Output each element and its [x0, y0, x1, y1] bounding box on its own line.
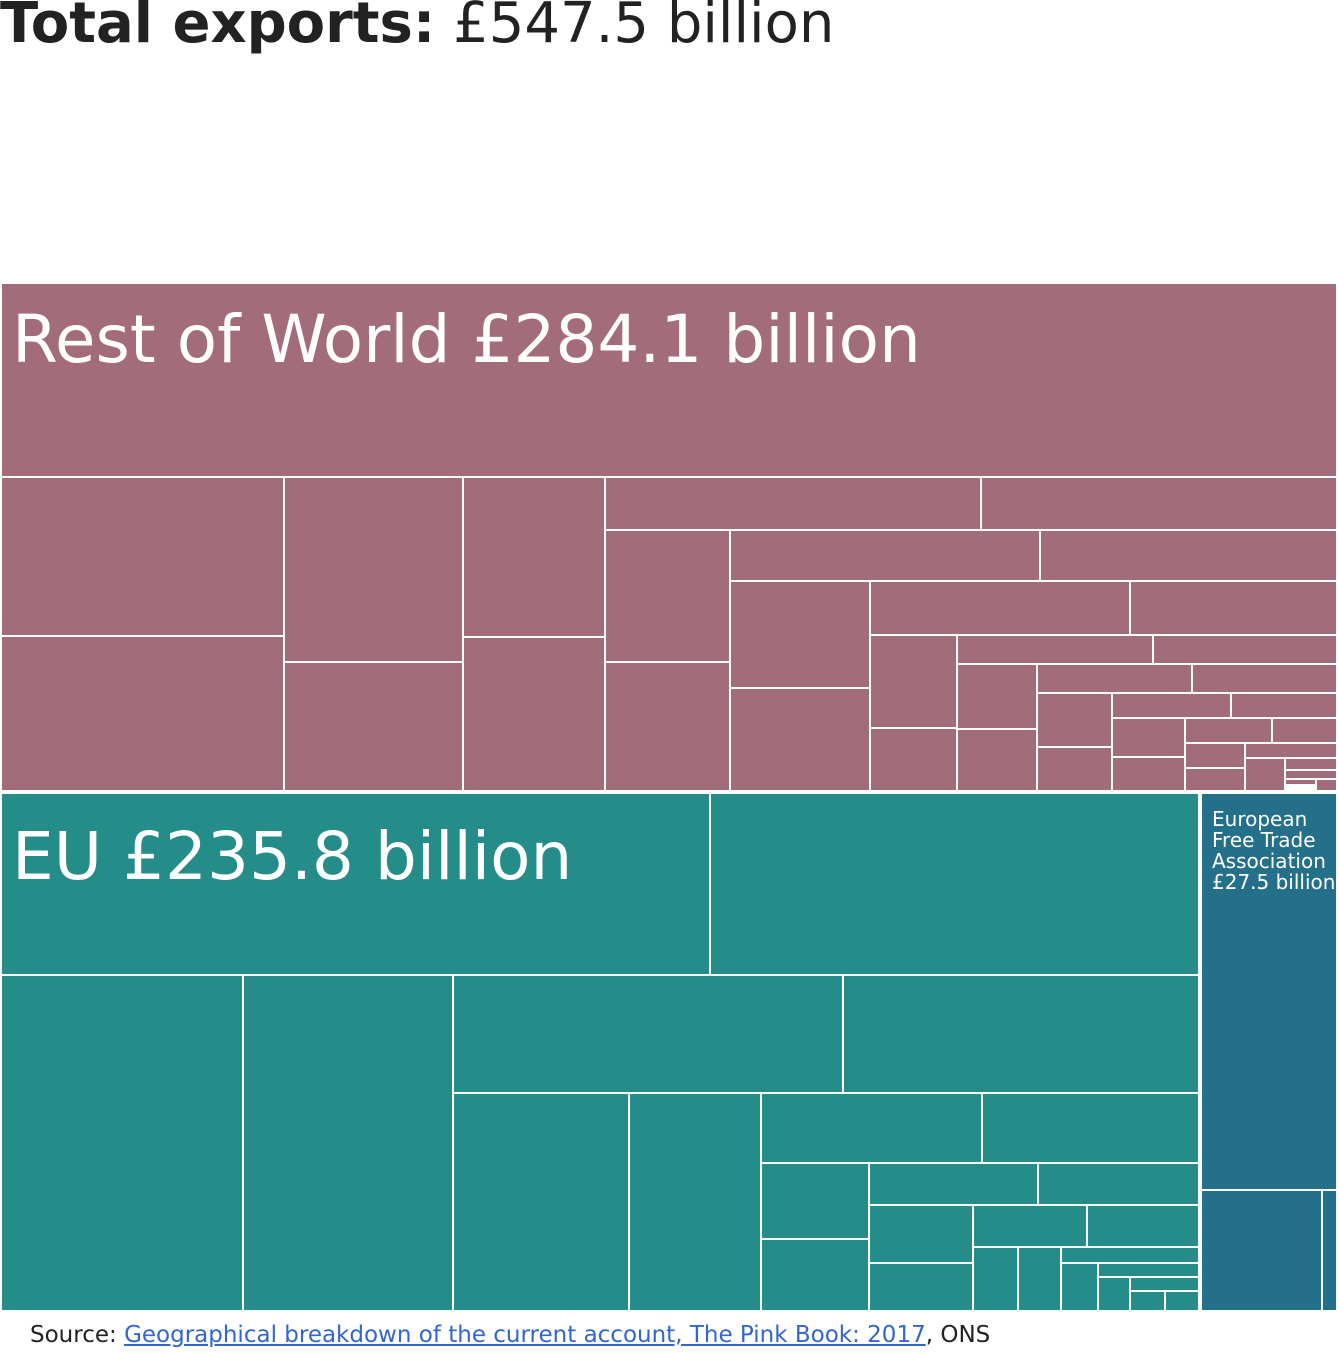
rest-of-world-cell[interactable]	[604, 476, 982, 531]
rest-of-world-cell[interactable]	[729, 687, 871, 792]
rest-of-world-cell[interactable]	[1039, 529, 1338, 582]
rest-of-world-cell[interactable]	[462, 636, 606, 792]
efta-label-line: £27.5 billion	[1212, 870, 1335, 894]
rest-of-world-cell[interactable]	[283, 476, 464, 663]
eu-label: EU £235.8 billion	[12, 818, 572, 895]
source-link[interactable]: Geographical breakdown of the current ac…	[124, 1322, 926, 1348]
rest-of-world-cell[interactable]	[1111, 692, 1232, 719]
rest-of-world-cell[interactable]	[1111, 756, 1186, 792]
rest-of-world-cell[interactable]	[1036, 692, 1113, 748]
rest-of-world-cell[interactable]	[1284, 757, 1338, 771]
eu-cell[interactable]	[1097, 1262, 1200, 1278]
eu-cell[interactable]	[452, 974, 844, 1094]
eu-cell[interactable]	[972, 1204, 1088, 1248]
eu-cell[interactable]	[242, 974, 454, 1312]
rest-of-world-cell[interactable]	[956, 634, 1154, 665]
eu-cell[interactable]	[1037, 1162, 1200, 1206]
source-prefix: Source:	[30, 1322, 125, 1348]
efta-cell[interactable]	[1200, 1189, 1323, 1312]
title-value: £547.5 billion	[453, 0, 835, 56]
rest-of-world-cell[interactable]	[729, 529, 1041, 582]
eu-cell[interactable]	[452, 1092, 630, 1312]
efta-cell[interactable]	[1321, 1189, 1338, 1312]
rest-of-world-cell[interactable]	[956, 728, 1038, 792]
rest-of-world-cell[interactable]	[1036, 663, 1193, 694]
eu-cell[interactable]	[0, 974, 244, 1312]
rest-of-world-cell[interactable]	[1184, 717, 1273, 744]
eu-cell[interactable]	[868, 1204, 974, 1264]
rest-of-world-label: Rest of World £284.1 billion	[12, 301, 921, 378]
source-suffix: , ONS	[925, 1322, 991, 1348]
rest-of-world-cell[interactable]	[1230, 692, 1338, 719]
rest-of-world-cell[interactable]	[604, 661, 731, 792]
rest-of-world-cell[interactable]	[956, 663, 1038, 730]
eu-cell[interactable]	[1129, 1290, 1166, 1312]
rest-of-world-cell[interactable]	[1129, 580, 1338, 636]
rest-of-world-cell[interactable]	[1111, 717, 1186, 758]
eu-cell[interactable]	[868, 1262, 974, 1312]
rest-of-world-cell[interactable]	[1184, 767, 1246, 792]
eu-cell[interactable]	[709, 792, 1200, 976]
rest-of-world-cell[interactable]	[0, 635, 285, 792]
rest-of-world-cell[interactable]	[869, 634, 958, 729]
eu-cell[interactable]	[1129, 1276, 1200, 1292]
rest-of-world-cell[interactable]	[462, 476, 606, 638]
rest-of-world-cell[interactable]	[1191, 663, 1338, 694]
eu-cell[interactable]	[1086, 1204, 1200, 1248]
efta-label-line: Association	[1212, 849, 1326, 873]
rest-of-world-cell[interactable]	[1271, 717, 1338, 744]
rest-of-world-cell[interactable]	[980, 476, 1338, 531]
eu-cell[interactable]	[760, 1162, 870, 1240]
rest-of-world-cell[interactable]	[1184, 742, 1246, 769]
title-label: Total exports:	[0, 0, 436, 56]
efta-label-line: Free Trade	[1212, 828, 1316, 852]
rest-of-world-cell[interactable]	[604, 529, 731, 663]
eu-cell[interactable]	[1060, 1262, 1099, 1312]
source-note: Source: Geographical breakdown of the cu…	[30, 1322, 990, 1348]
eu-cell[interactable]	[760, 1238, 870, 1312]
eu-cell[interactable]	[868, 1162, 1039, 1206]
rest-of-world-cell[interactable]	[869, 727, 958, 792]
eu-cell[interactable]	[760, 1092, 983, 1164]
eu-cell[interactable]	[1060, 1246, 1200, 1264]
rest-of-world-top-cell[interactable]	[0, 282, 1338, 478]
rest-of-world-cell[interactable]	[1315, 778, 1338, 792]
eu-cell[interactable]	[972, 1246, 1019, 1312]
chart-title: Total exports: £547.5 billion	[0, 0, 834, 57]
rest-of-world-cell[interactable]	[283, 661, 464, 792]
eu-top-cell[interactable]	[0, 792, 711, 976]
efta-label-line: European	[1212, 807, 1307, 831]
treemap-chart: Rest of World £284.1 billion EU £235.8 bi…	[0, 282, 1338, 1312]
rest-of-world-cell[interactable]	[1152, 634, 1338, 665]
rest-of-world-cell[interactable]	[1244, 757, 1286, 792]
eu-cell[interactable]	[981, 1092, 1200, 1164]
efta-top-cell[interactable]	[1200, 792, 1338, 1191]
rest-of-world-cell[interactable]	[869, 580, 1131, 636]
eu-cell[interactable]	[1097, 1276, 1131, 1312]
eu-cell[interactable]	[842, 974, 1200, 1094]
eu-cell[interactable]	[628, 1092, 762, 1312]
rest-of-world-cell[interactable]	[1284, 778, 1317, 786]
rest-of-world-cell[interactable]	[729, 580, 871, 689]
rest-of-world-cell[interactable]	[1036, 746, 1113, 792]
eu-cell[interactable]	[1017, 1246, 1062, 1312]
eu-cell[interactable]	[1164, 1290, 1200, 1312]
rest-of-world-cell[interactable]	[1244, 742, 1338, 759]
rest-of-world-cell[interactable]	[0, 476, 285, 637]
rest-of-world-cell[interactable]	[1284, 769, 1338, 780]
